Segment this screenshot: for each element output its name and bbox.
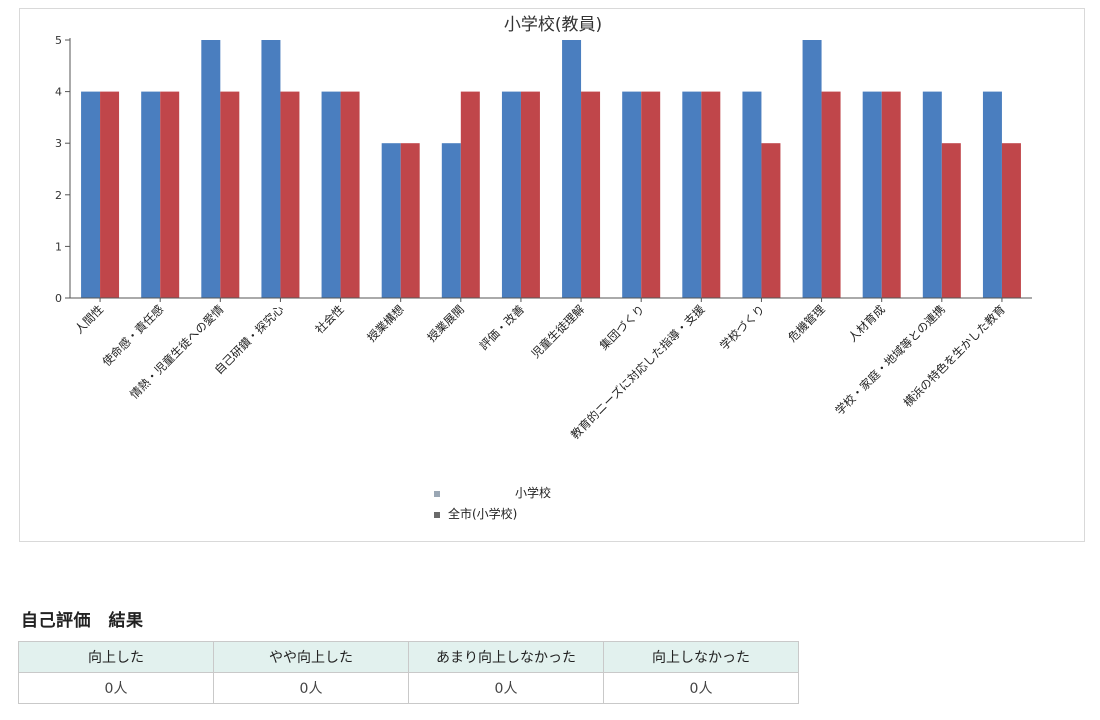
y-tick-label: 5	[55, 34, 62, 47]
x-tick-label: 授業構想	[364, 302, 406, 344]
bar-school-1	[141, 91, 161, 298]
bar-city-6	[460, 91, 480, 298]
bar-city-4	[340, 91, 360, 298]
bar-school-9	[622, 91, 642, 298]
x-tick-label: 人材育成	[845, 302, 888, 345]
bar-school-12	[802, 40, 822, 298]
bar-school-15	[982, 91, 1002, 298]
x-tick-label: 教育的ニーズに対応した指導・支援	[568, 302, 708, 442]
x-tick-label: 使命感・責任感	[99, 302, 166, 369]
bar-city-10	[701, 91, 721, 298]
header-improved: 向上した	[18, 641, 214, 673]
bar-city-3	[280, 91, 300, 298]
bar-city-2	[220, 91, 240, 298]
bar-city-5	[400, 143, 420, 298]
bar-city-0	[100, 91, 120, 298]
y-tick-label: 4	[55, 86, 62, 99]
header-not-improved: 向上しなかった	[603, 641, 799, 673]
bar-school-14	[922, 91, 942, 298]
bar-city-14	[941, 143, 961, 298]
chart-title: 小学校(教員)	[504, 15, 602, 35]
x-tick-label: 危機管理	[785, 302, 828, 345]
x-tick-label: 評価・改善	[477, 302, 528, 353]
header-not-much-improved: あまり向上しなかった	[408, 641, 604, 673]
bar-school-13	[862, 91, 882, 298]
self-evaluation-title: 自己評価 結果	[21, 611, 144, 631]
value-not-improved: 0人	[603, 672, 799, 704]
x-tick-label: 児童生徒理解	[528, 302, 587, 361]
bar-school-2	[201, 40, 221, 298]
x-tick-label: 横浜の特色を生かした教育	[901, 302, 1008, 409]
bar-city-1	[160, 91, 180, 298]
value-not-much-improved: 0人	[408, 672, 604, 704]
bar-school-7	[501, 91, 521, 298]
bar-school-3	[261, 40, 281, 298]
x-tick-label: 学校・家庭・地域等との連携	[832, 302, 948, 418]
table-header-row: 向上した やや向上した あまり向上しなかった 向上しなかった	[18, 641, 799, 673]
bar-school-8	[562, 40, 582, 298]
bar-school-5	[381, 143, 401, 298]
bar-city-13	[881, 91, 901, 298]
y-tick-label: 1	[55, 240, 62, 253]
header-somewhat-improved: やや向上した	[213, 641, 409, 673]
value-improved: 0人	[18, 672, 214, 704]
x-tick-label: 集団づくり	[597, 302, 648, 353]
bar-city-7	[520, 91, 540, 298]
x-tick-label: 学校づくり	[717, 302, 768, 353]
bar-school-10	[682, 91, 702, 298]
bar-school-4	[321, 91, 341, 298]
x-tick-label: 授業展開	[425, 302, 467, 344]
self-evaluation-table: 向上した やや向上した あまり向上しなかった 向上しなかった 0人 0人 0人 …	[18, 641, 799, 704]
bar-chart: 小学校(教員)012345人間性使命感・責任感情熱・児童生徒への愛情自己研鑽・探…	[55, 15, 1032, 521]
legend-label: 小学校	[515, 485, 551, 500]
legend-label: 全市(小学校)	[448, 506, 517, 521]
y-tick-label: 0	[55, 292, 62, 305]
legend-marker	[434, 512, 440, 518]
value-somewhat-improved: 0人	[213, 672, 409, 704]
bar-school-11	[742, 91, 762, 298]
table-row: 0人 0人 0人 0人	[18, 672, 799, 704]
y-tick-label: 3	[55, 137, 62, 150]
legend-marker	[434, 491, 440, 497]
bar-school-6	[441, 143, 461, 298]
bar-city-12	[821, 91, 841, 298]
bar-school-0	[81, 91, 101, 298]
bar-city-11	[761, 143, 781, 298]
bar-city-8	[581, 91, 601, 298]
chart-panel: 小学校(教員) 0 1 2 3 4 5 人間性 使命感・責任感 情熱・児童生徒への愛情 自己研鑽・探…	[19, 8, 1085, 542]
x-tick-label: 社会性	[312, 302, 346, 336]
bar-city-15	[1001, 143, 1021, 298]
bar-city-9	[641, 91, 661, 298]
x-tick-label: 人間性	[72, 302, 106, 336]
y-tick-label: 2	[55, 189, 62, 202]
